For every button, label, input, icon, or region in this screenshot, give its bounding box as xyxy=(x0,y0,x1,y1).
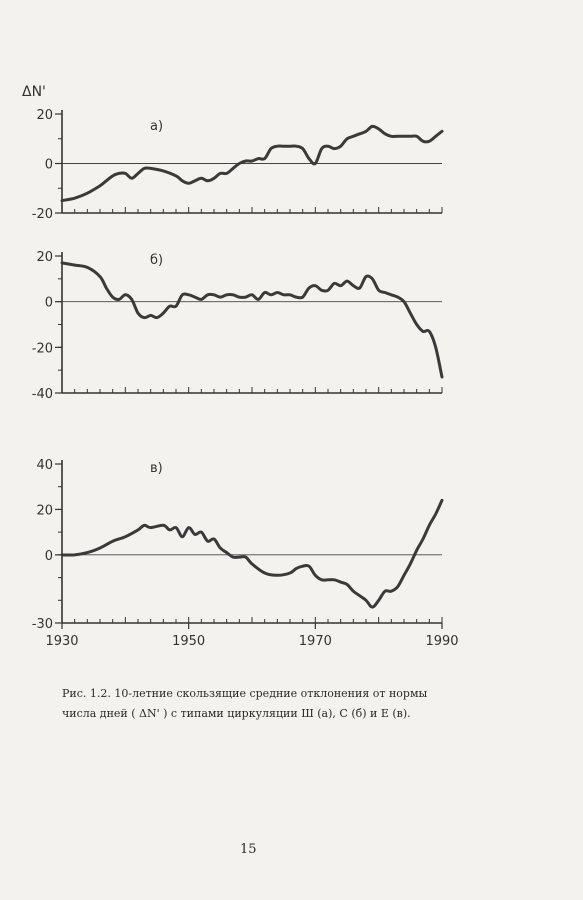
y-tick-label: -20 xyxy=(32,341,53,356)
y-tick-label: 0 xyxy=(45,296,53,311)
series-line xyxy=(60,124,444,203)
y-tick-label: 20 xyxy=(36,108,53,123)
panel-label: б) xyxy=(150,253,163,268)
figure-caption: Рис. 1.2. 10-летние скользящие средние о… xyxy=(62,684,462,724)
panel-label: в) xyxy=(150,461,163,476)
y-axis-symbol: ΔN' xyxy=(22,84,46,100)
series-line xyxy=(60,498,444,609)
x-tick-label: 1970 xyxy=(299,634,332,649)
y-tick-label: 0 xyxy=(45,549,53,564)
y-tick-label: 20 xyxy=(36,503,53,518)
x-tick-label: 1990 xyxy=(425,634,458,649)
chart-panels: 20 0 -20 а) 20 0 -20 -40 б) 40 20 0 -30 1930 1950 1970 1… xyxy=(32,108,459,649)
y-axis-symbol-text: ΔN' xyxy=(22,84,46,100)
y-tick-label: 20 xyxy=(36,250,53,265)
page-number: 15 xyxy=(240,842,257,857)
panel-1: 20 0 -20 -40 б) xyxy=(32,250,444,402)
caption-line-1: Рис. 1.2. 10-летние скользящие средние о… xyxy=(62,687,428,700)
series-line xyxy=(60,261,444,379)
caption-line-2: числа дней ( ΔN' ) с типами циркуляции Ш… xyxy=(62,707,411,720)
panel-0: 20 0 -20 а) xyxy=(32,108,444,222)
y-tick-label: -40 xyxy=(32,387,53,402)
panel-label: а) xyxy=(150,119,163,134)
panel-2: 40 20 0 -30 1930 1950 1970 1990 в) xyxy=(32,458,459,649)
x-tick-label: 1930 xyxy=(45,634,78,649)
y-tick-label: -20 xyxy=(32,207,53,222)
y-tick-label: -30 xyxy=(32,617,53,632)
x-tick-label: 1950 xyxy=(172,634,205,649)
y-tick-label: 40 xyxy=(36,458,53,473)
y-tick-label: 0 xyxy=(45,158,53,173)
